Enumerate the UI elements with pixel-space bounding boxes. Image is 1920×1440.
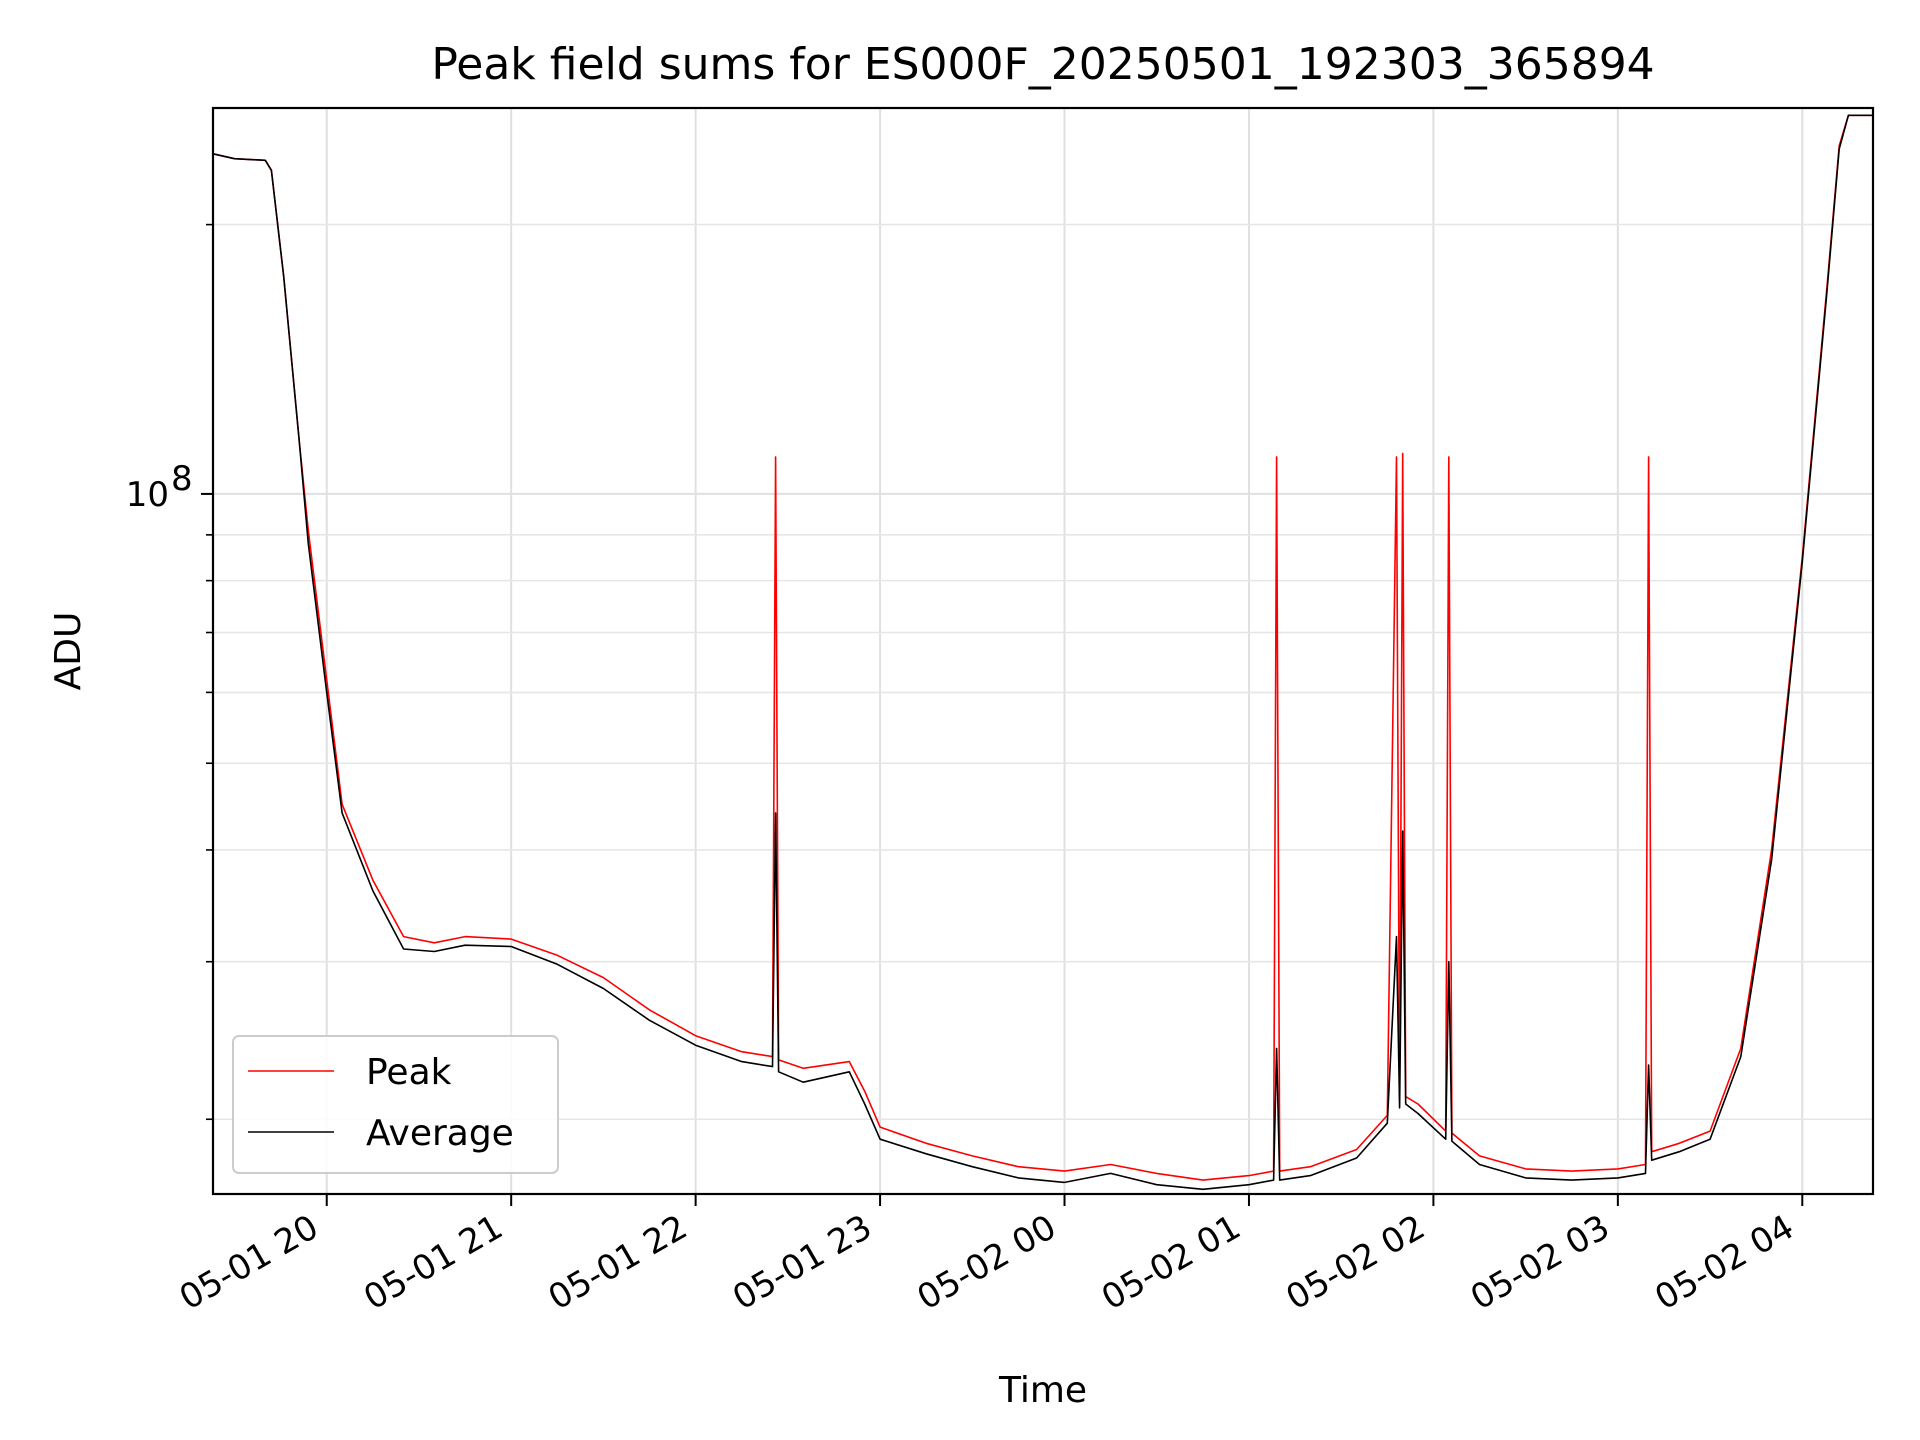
plot-area-frame [211, 106, 1875, 1196]
chart-title: Peak field sums for ES000F_20250501_1923… [431, 39, 1654, 90]
legend-label-average: Average [366, 1113, 514, 1154]
legend: Peak Average [232, 1035, 559, 1174]
y-tick-label: 10 [126, 475, 169, 515]
y-axis-label: ADU [48, 612, 89, 691]
series-line-peak [212, 114, 1873, 1181]
x-axis-label: Time [998, 1370, 1087, 1411]
series-lines [212, 114, 1873, 1191]
grid-lines [213, 108, 1873, 1194]
y-tick-exponent: 8 [171, 459, 193, 499]
series-line-average [212, 114, 1873, 1191]
legend-label-peak: Peak [366, 1052, 452, 1093]
